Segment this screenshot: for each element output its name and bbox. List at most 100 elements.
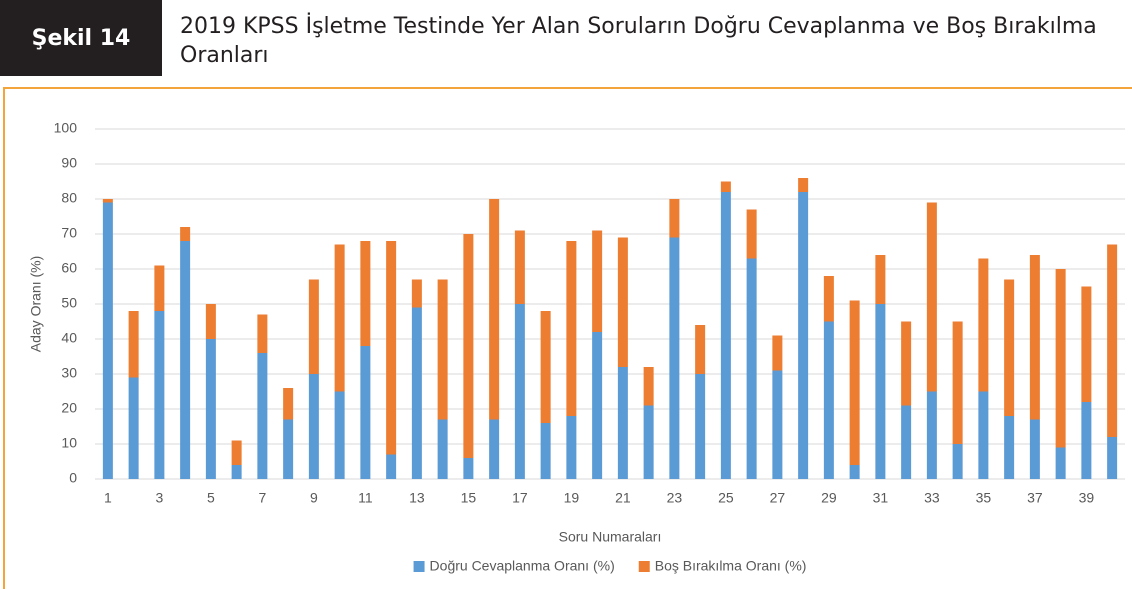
y-tick-label: 40: [61, 330, 77, 346]
bar-segment: [643, 405, 654, 479]
legend-label: Boş Bırakılma Oranı (%): [655, 558, 807, 574]
bar-segment: [463, 458, 474, 479]
bar-segment: [978, 258, 989, 392]
bar-segment: [901, 405, 912, 479]
bar-segment: [128, 377, 139, 479]
bar-segment: [1055, 447, 1066, 479]
y-tick-label: 50: [61, 295, 77, 311]
border-line: [3, 87, 1132, 89]
bar-segment: [592, 230, 603, 332]
y-tick-label: 100: [54, 120, 78, 136]
bar-segment: [823, 321, 834, 479]
bar-segment: [1081, 402, 1092, 479]
x-tick-label: 17: [512, 490, 528, 506]
bar-segment: [695, 374, 706, 479]
bar-segment: [617, 367, 628, 479]
bar-segment: [746, 209, 757, 259]
bar-segment: [1029, 255, 1040, 420]
y-tick-label: 30: [61, 365, 77, 381]
bar-segment: [308, 374, 319, 479]
x-tick-label: 7: [258, 490, 266, 506]
bar-segment: [180, 227, 191, 241]
bar-segment: [1055, 269, 1066, 448]
x-tick-label: 29: [821, 490, 837, 506]
bar-segment: [798, 178, 809, 192]
bar-segment: [231, 440, 242, 465]
bar-segment: [386, 454, 397, 479]
bar-segment: [1107, 244, 1118, 437]
bar-segment: [849, 300, 860, 465]
bar-segment: [540, 311, 551, 423]
bar-segment: [463, 234, 474, 458]
bar-segment: [128, 311, 139, 378]
y-tick-label: 0: [69, 470, 77, 486]
x-tick-label: 5: [207, 490, 215, 506]
bar-segment: [489, 199, 500, 420]
bar-segment: [411, 307, 422, 479]
x-tick-label: 11: [358, 490, 373, 506]
x-tick-label: 39: [1079, 490, 1095, 506]
bar-segment: [411, 279, 422, 308]
bar-segment: [669, 237, 680, 479]
bar-segment: [283, 419, 294, 479]
bar-segment: [617, 237, 628, 367]
bar-segment: [952, 444, 963, 479]
bar-segment: [772, 370, 783, 479]
y-tick-label: 60: [61, 260, 77, 276]
x-tick-label: 19: [564, 490, 580, 506]
y-tick-label: 80: [61, 190, 77, 206]
x-axis-label: Soru Numaraları: [559, 529, 662, 545]
x-tick-label: 23: [667, 490, 683, 506]
bar-segment: [566, 241, 577, 416]
bar-segment: [875, 304, 886, 479]
y-tick-label: 70: [61, 225, 77, 241]
bar-segment: [154, 311, 165, 479]
bar-segment: [308, 279, 319, 374]
bar-segment: [1107, 437, 1118, 479]
x-tick-label: 37: [1027, 490, 1043, 506]
figure-label: Şekil 14: [0, 0, 162, 76]
bar-segment: [102, 202, 113, 479]
bar-segment: [978, 391, 989, 479]
x-tick-label: 3: [155, 490, 163, 506]
bar-segment: [926, 202, 937, 392]
x-tick-label: 31: [873, 490, 889, 506]
bar-segment: [1081, 286, 1092, 402]
legend-label: Doğru Cevaplanma Oranı (%): [430, 558, 615, 574]
bar-segment: [257, 353, 268, 479]
x-tick-label: 33: [924, 490, 940, 506]
x-tick-label: 15: [461, 490, 477, 506]
bar-segment: [437, 279, 448, 420]
bar-segment: [695, 325, 706, 374]
bar-segment: [437, 419, 448, 479]
bar-segment: [746, 258, 757, 479]
bar-segment: [926, 391, 937, 479]
x-tick-label: 35: [976, 490, 992, 506]
bar-segment: [875, 255, 886, 304]
y-tick-label: 90: [61, 155, 77, 171]
x-tick-label: 9: [310, 490, 318, 506]
bar-segment: [720, 192, 731, 479]
bar-segment: [952, 321, 963, 444]
bar-segment: [283, 388, 294, 420]
bar-segment: [772, 335, 783, 371]
bar-segment: [1004, 279, 1015, 416]
bar-segment: [540, 423, 551, 479]
bar-segment: [514, 230, 525, 304]
bar-segment: [566, 416, 577, 479]
bar-segment: [334, 244, 345, 392]
y-axis-label: Aday Oranı (%): [28, 256, 44, 352]
y-tick-label: 20: [61, 400, 77, 416]
bar-segment: [386, 241, 397, 455]
bar-segment: [720, 181, 731, 192]
bar-segment: [334, 391, 345, 479]
bar-segment: [489, 419, 500, 479]
bar-segment: [798, 192, 809, 479]
x-tick-label: 25: [718, 490, 734, 506]
bar-segment: [592, 332, 603, 479]
x-tick-label: 1: [104, 490, 112, 506]
border-line: [3, 87, 5, 589]
bar-segment: [180, 241, 191, 479]
bar-segment: [360, 346, 371, 479]
